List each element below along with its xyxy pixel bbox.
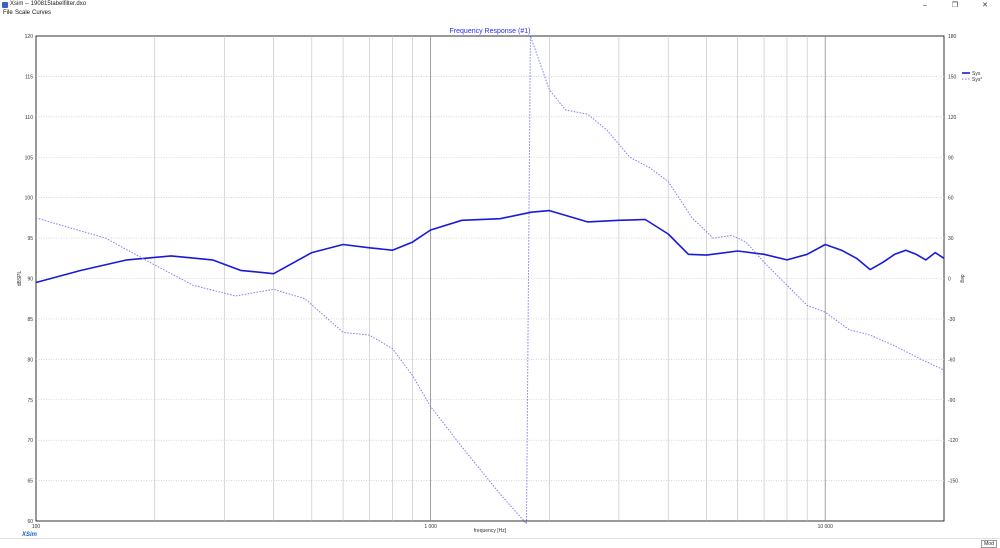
menu-bar: File Scale Curves <box>0 10 1000 18</box>
y2-tick-label: -150 <box>948 479 958 485</box>
y-tick-label: 65 <box>27 479 33 485</box>
x-axis-label: frequency [Hz] <box>474 528 507 534</box>
y2-tick-label: -90 <box>948 398 955 404</box>
y-tick-label: 90 <box>27 277 33 283</box>
minimize-button[interactable]: – <box>923 1 927 9</box>
y2-tick-label: 90 <box>948 155 954 161</box>
menu-file[interactable]: File <box>3 10 13 16</box>
y2-tick-label: 150 <box>948 74 957 80</box>
x-tick-label: 1 000 <box>424 524 437 530</box>
y-tick-label: 95 <box>27 236 33 242</box>
y2-tick-label: 0 <box>948 277 951 283</box>
y2-tick-label: -120 <box>948 438 958 444</box>
y-tick-label: 120 <box>25 34 34 40</box>
y-tick-label: 80 <box>27 357 33 363</box>
y-tick-label: 85 <box>27 317 33 323</box>
series-line-spl <box>35 209 945 284</box>
x-tick-label: 10 000 <box>818 524 834 530</box>
menu-scale[interactable]: Scale <box>15 10 31 16</box>
y-tick-label: 105 <box>25 155 34 161</box>
frequency-response-chart[interactable]: 120 115 110 105 100 95 90 85 80 75 70 65 60 180 150 120… <box>0 18 1000 538</box>
plot-frame <box>35 35 945 522</box>
maximize-button[interactable]: ❐ <box>951 2 959 9</box>
y-tick-label: 100 <box>25 196 34 202</box>
window-title: Xsim -- 190815tabelfilter.dxo <box>10 1 87 7</box>
y-tick-label: 70 <box>27 438 33 444</box>
xsim-app-icon <box>2 2 8 8</box>
x-tick-label: 100 <box>32 524 41 530</box>
y-tick-label: 110 <box>25 115 33 121</box>
y-tick-label: 115 <box>25 74 33 80</box>
y2-tick-label: 180 <box>948 34 957 40</box>
y-axis-label: dBSPL <box>17 271 23 287</box>
close-button[interactable]: ✕ <box>982 2 988 9</box>
y-tick-label: 60 <box>27 519 33 525</box>
chart-title: Frequency Response (#1) <box>450 28 531 35</box>
y2-tick-label: 30 <box>948 236 954 242</box>
title-bar: Xsim -- 190815tabelfilter.dxo – ❐ ✕ <box>0 0 1000 10</box>
y-tick-label: 75 <box>27 398 33 404</box>
legend-label: Sys° <box>972 77 982 83</box>
menu-curves[interactable]: Curves <box>32 10 52 16</box>
y2-tick-label: 120 <box>948 115 957 121</box>
series-line-phase <box>35 35 945 525</box>
y2-tick-label: 60 <box>948 196 954 202</box>
y2-axis-label: deg <box>959 274 965 283</box>
chart-svg: 120 115 110 105 100 95 90 85 80 75 70 65 60 180 150 120… <box>17 28 982 538</box>
y2-tick-label: -30 <box>948 317 955 323</box>
y2-tick-label: -60 <box>948 357 955 363</box>
legend-label: Sys <box>972 71 981 77</box>
xsim-logo: XSim <box>21 532 38 538</box>
